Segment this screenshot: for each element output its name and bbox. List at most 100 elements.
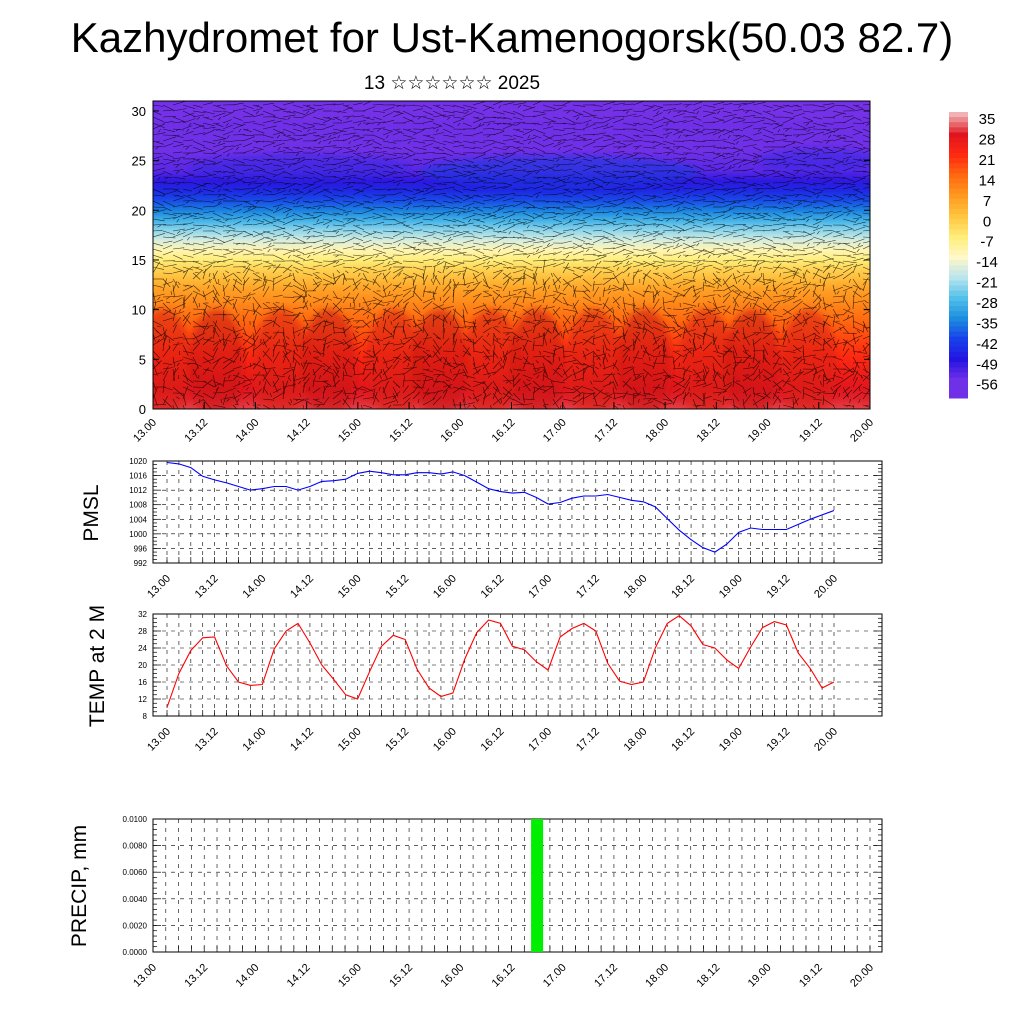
streamline: [282, 326, 285, 337]
y-tick-label: 1016: [129, 472, 147, 481]
streamline: [572, 226, 584, 232]
streamline: [822, 176, 833, 179]
streamline: [382, 112, 393, 118]
streamline: [712, 225, 726, 232]
wind-barb-tick: [475, 116, 480, 119]
wind-barb-tick: [224, 188, 229, 191]
streamline: [442, 323, 444, 334]
wind-barb-tick: [585, 348, 589, 352]
streamline: [602, 134, 615, 138]
streamline: [822, 204, 833, 208]
streamline: [782, 368, 789, 377]
streamline: [272, 316, 277, 328]
streamline: [642, 223, 656, 226]
streamline: [592, 266, 607, 269]
wind-barb-tick: [636, 254, 641, 258]
streamline: [752, 397, 764, 406]
streamline: [362, 244, 374, 250]
streamline: [832, 112, 844, 118]
streamline: [802, 302, 814, 310]
streamline: [422, 313, 432, 322]
streamline: [562, 168, 573, 172]
wind-barb-tick: [806, 270, 811, 274]
streamline: [672, 251, 686, 256]
streamline: [672, 262, 684, 268]
streamline: [322, 362, 332, 370]
streamline: [272, 218, 286, 224]
streamline: [852, 263, 864, 268]
streamline: [642, 194, 656, 198]
streamline: [652, 158, 667, 163]
wind-barb-tick: [757, 128, 762, 132]
wind-barb-tick: [247, 218, 251, 223]
streamline: [432, 338, 440, 349]
streamline: [382, 236, 394, 239]
streamline: [372, 242, 383, 247]
streamline: [652, 404, 661, 409]
streamline: [512, 296, 519, 310]
streamline: [262, 279, 268, 292]
streamline: [632, 339, 637, 352]
streamline: [172, 163, 183, 166]
streamline: [832, 158, 844, 163]
wind-barb-tick: [715, 128, 720, 131]
streamline: [462, 235, 475, 238]
wind-barb-tick: [414, 158, 419, 161]
streamline: [212, 358, 221, 370]
wind-barb-tick: [596, 356, 600, 361]
streamline: [212, 134, 226, 139]
streamline: [502, 134, 513, 137]
streamline: [342, 260, 353, 262]
streamline: [192, 266, 204, 271]
streamline: [392, 170, 404, 174]
streamline: [582, 214, 593, 220]
streamline: [782, 110, 794, 114]
streamline: [732, 224, 747, 226]
streamline: [652, 164, 663, 167]
wind-barb-tick: [184, 284, 189, 287]
x-tick-label: 16.12: [479, 573, 507, 601]
streamline: [332, 342, 344, 346]
streamline: [302, 398, 312, 405]
streamline: [153, 181, 167, 184]
streamline: [842, 161, 856, 166]
streamline: [662, 204, 673, 208]
wind-barb-tick: [515, 248, 520, 251]
streamline: [832, 137, 846, 142]
streamline: [542, 374, 555, 383]
wind-barb-tick: [498, 248, 501, 253]
streamline: [492, 243, 505, 250]
streamline: [312, 260, 323, 264]
streamline: [462, 266, 467, 280]
wind-barb-tick: [829, 272, 831, 277]
streamline: [342, 344, 353, 352]
streamline: [162, 386, 173, 391]
streamline: [212, 193, 227, 196]
wind-barb-tick: [388, 404, 392, 409]
streamline: [802, 182, 817, 186]
streamline: [372, 274, 378, 286]
streamline: [422, 143, 433, 148]
colorbar-segment: [949, 173, 968, 179]
wind-barb-tick: [575, 116, 580, 121]
streamline: [572, 156, 583, 160]
streamline: [342, 194, 355, 199]
streamline: [262, 230, 275, 235]
wind-barb-tick: [536, 320, 541, 324]
streamline: [472, 110, 484, 115]
wind-barb-tick: [347, 218, 351, 222]
wind-barb-tick: [534, 122, 539, 125]
streamline: [432, 272, 441, 285]
streamline: [452, 194, 463, 200]
streamline: [342, 398, 352, 409]
wind-barb-tick: [695, 128, 700, 130]
streamline: [342, 106, 353, 112]
wind-barb-tick: [544, 404, 549, 406]
wind-barb-tick: [547, 122, 552, 126]
streamline: [262, 170, 276, 176]
streamline: [192, 150, 206, 154]
streamline: [282, 102, 294, 106]
wind-barb-tick: [826, 128, 831, 131]
streamline: [822, 139, 834, 142]
wind-barb-tick: [649, 356, 651, 361]
